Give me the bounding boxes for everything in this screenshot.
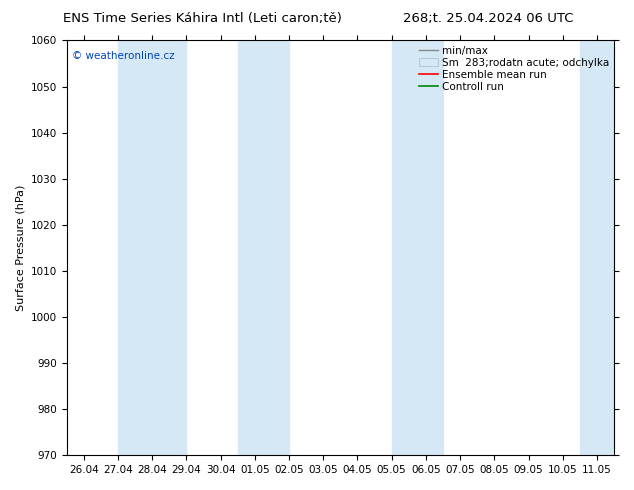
Bar	[238, 41, 289, 455]
Bar	[580, 41, 614, 455]
Text: 268;t. 25.04.2024 06 UTC: 268;t. 25.04.2024 06 UTC	[403, 12, 573, 25]
Y-axis label: Surface Pressure (hPa): Surface Pressure (hPa)	[15, 185, 25, 311]
Text: ENS Time Series Káhira Intl (Leti caron;tě): ENS Time Series Káhira Intl (Leti caron;…	[63, 12, 342, 25]
Text: © weatheronline.cz: © weatheronline.cz	[72, 51, 174, 61]
Bar	[392, 41, 443, 455]
Legend: min/max, Sm  283;rodatn acute; odchylka, Ensemble mean run, Controll run: min/max, Sm 283;rodatn acute; odchylka, …	[417, 44, 611, 94]
Bar	[118, 41, 186, 455]
